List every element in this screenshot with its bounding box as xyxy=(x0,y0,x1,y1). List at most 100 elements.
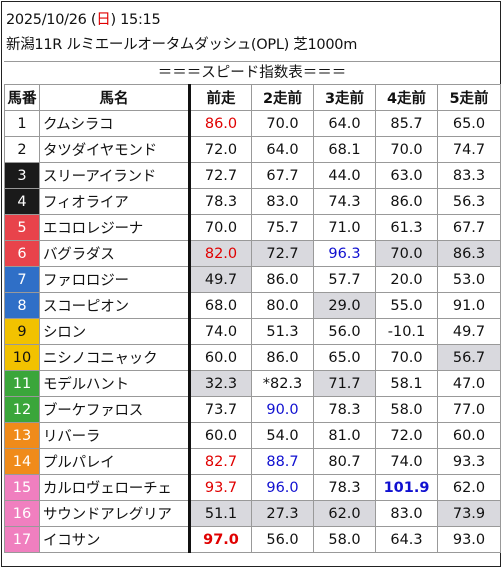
speed-index-cell: 70.0 xyxy=(375,344,438,371)
horse-name: タツダイヤモンド xyxy=(39,136,191,163)
speed-index-cell: 83.3 xyxy=(437,162,501,189)
horse-name: スリーアイランド xyxy=(39,162,191,189)
speed-index-cell: 55.0 xyxy=(375,292,438,319)
speed-index-cell: 58.0 xyxy=(313,526,376,553)
speed-index-cell: 57.7 xyxy=(313,266,376,293)
col-header-4back: 4走前 xyxy=(375,84,438,111)
speed-index-cell: 27.3 xyxy=(251,500,314,527)
table-row: 2 タツダイヤモンド 72.0 64.0 68.1 70.0 74.7 xyxy=(4,136,501,163)
speed-index-cell: 65.0 xyxy=(313,344,376,371)
speed-index-cell: 44.0 xyxy=(313,162,376,189)
col-header-name: 馬名 xyxy=(39,84,191,111)
col-header-3back: 3走前 xyxy=(313,84,376,111)
table-row: 6 バグラダス 82.0 72.7 96.3 70.0 86.3 xyxy=(4,240,501,267)
speed-index-cell: -10.1 xyxy=(375,318,438,345)
speed-index-cell: 71.7 xyxy=(313,370,376,397)
horse-number: 7 xyxy=(4,266,40,293)
col-header-5back: 5走前 xyxy=(437,84,501,111)
table-header-row: 馬番 馬名 前走 2走前 3走前 4走前 5走前 xyxy=(4,84,501,111)
speed-index-cell: 20.0 xyxy=(375,266,438,293)
speed-index-cell: 80.0 xyxy=(251,292,314,319)
horse-name: リバーラ xyxy=(39,422,191,449)
speed-index-cell: 56.3 xyxy=(437,188,501,215)
horse-name: エコロレジーナ xyxy=(39,214,191,241)
col-header-2back: 2走前 xyxy=(251,84,314,111)
horse-number: 17 xyxy=(4,526,40,553)
horse-name: フィオライア xyxy=(39,188,191,215)
table-row: 3 スリーアイランド 72.7 67.7 44.0 63.0 83.3 xyxy=(4,162,501,189)
table-row: 16 サウンドアレグリア 51.1 27.3 62.0 83.0 73.9 xyxy=(4,500,501,527)
horse-name: サウンドアレグリア xyxy=(39,500,191,527)
speed-index-cell: 49.7 xyxy=(189,266,252,293)
horse-number: 10 xyxy=(4,344,40,371)
speed-index-cell: 70.0 xyxy=(251,110,314,137)
speed-index-cell: 96.0 xyxy=(251,474,314,501)
speed-index-cell: 56.0 xyxy=(313,318,376,345)
speed-index-cell: 93.0 xyxy=(437,526,501,553)
speed-index-cell: 63.0 xyxy=(375,162,438,189)
weekday: 日 xyxy=(96,12,111,28)
horse-name: イコサン xyxy=(39,526,191,553)
race-title: 新潟11R ルミエールオータムダッシュ(OPL) 芝1000m xyxy=(6,37,358,53)
horse-name: ブーケファロス xyxy=(39,396,191,423)
speed-index-cell: 61.3 xyxy=(375,214,438,241)
horse-number: 6 xyxy=(4,240,40,267)
speed-index-cell: 97.0 xyxy=(189,526,252,553)
speed-index-cell: 93.3 xyxy=(437,448,501,475)
speed-index-cell: 29.0 xyxy=(313,292,376,319)
table-row: 15 カルロヴェローチェ 93.7 96.0 78.3 101.9 62.0 xyxy=(4,474,501,501)
speed-index-cell: 56.7 xyxy=(437,344,501,371)
horse-number: 2 xyxy=(4,136,40,163)
speed-index-cell: 93.7 xyxy=(189,474,252,501)
speed-index-cell: 75.7 xyxy=(251,214,314,241)
speed-index-cell: 86.0 xyxy=(189,110,252,137)
speed-index-cell: 62.0 xyxy=(313,500,376,527)
table-row: 11 モデルハント 32.3 *82.3 71.7 58.1 47.0 xyxy=(4,370,501,397)
speed-index-cell: 86.3 xyxy=(437,240,501,267)
horse-name: ファロロジー xyxy=(39,266,191,293)
speed-index-cell: 64.0 xyxy=(251,136,314,163)
horse-name: ニシノコニャック xyxy=(39,344,191,371)
table-subtitle: ＝＝＝スピード指数表＝＝＝ xyxy=(4,61,500,85)
horse-number: 4 xyxy=(4,188,40,215)
speed-index-cell: 64.0 xyxy=(313,110,376,137)
speed-index-cell: 96.3 xyxy=(313,240,376,267)
speed-index-cell: 67.7 xyxy=(437,214,501,241)
horse-number: 9 xyxy=(4,318,40,345)
horse-number: 11 xyxy=(4,370,40,397)
col-header-number: 馬番 xyxy=(4,84,40,111)
speed-index-cell: 51.3 xyxy=(251,318,314,345)
table-row: 7 ファロロジー 49.7 86.0 57.7 20.0 53.0 xyxy=(4,266,501,293)
speed-index-cell: 51.1 xyxy=(189,500,252,527)
speed-index-cell: 64.3 xyxy=(375,526,438,553)
horse-number: 13 xyxy=(4,422,40,449)
speed-index-cell: 72.7 xyxy=(189,162,252,189)
speed-index-cell: 60.0 xyxy=(189,422,252,449)
horse-number: 12 xyxy=(4,396,40,423)
speed-index-cell: 60.0 xyxy=(437,422,501,449)
speed-index-cell: 56.0 xyxy=(251,526,314,553)
speed-index-cell: 70.0 xyxy=(189,214,252,241)
table-row: 12 ブーケファロス 73.7 90.0 78.3 58.0 77.0 xyxy=(4,396,501,423)
speed-index-cell: 74.3 xyxy=(313,188,376,215)
speed-index-cell: 74.0 xyxy=(375,448,438,475)
table-row: 4 フィオライア 78.3 83.0 74.3 86.0 56.3 xyxy=(4,188,501,215)
speed-index-cell: 74.7 xyxy=(437,136,501,163)
speed-index-cell: 73.9 xyxy=(437,500,501,527)
speed-index-cell: *82.3 xyxy=(251,370,314,397)
speed-index-cell: 80.7 xyxy=(313,448,376,475)
speed-index-cell: 91.0 xyxy=(437,292,501,319)
speed-index-cell: 72.7 xyxy=(251,240,314,267)
table-row: 17 イコサン 97.0 56.0 58.0 64.3 93.0 xyxy=(4,526,501,553)
speed-index-cell: 101.9 xyxy=(375,474,438,501)
speed-index-cell: 78.3 xyxy=(313,396,376,423)
speed-index-table: 馬番 馬名 前走 2走前 3走前 4走前 5走前 1 クムシラコ 86.0 70.0 6… xyxy=(4,84,501,553)
table-row: 9 シロン 74.0 51.3 56.0 -10.1 49.7 xyxy=(4,318,501,345)
speed-index-cell: 83.0 xyxy=(251,188,314,215)
horse-name: プルパレイ xyxy=(39,448,191,475)
speed-index-cell: 62.0 xyxy=(437,474,501,501)
speed-index-cell: 71.0 xyxy=(313,214,376,241)
col-header-last: 前走 xyxy=(189,84,252,111)
speed-index-cell: 73.7 xyxy=(189,396,252,423)
